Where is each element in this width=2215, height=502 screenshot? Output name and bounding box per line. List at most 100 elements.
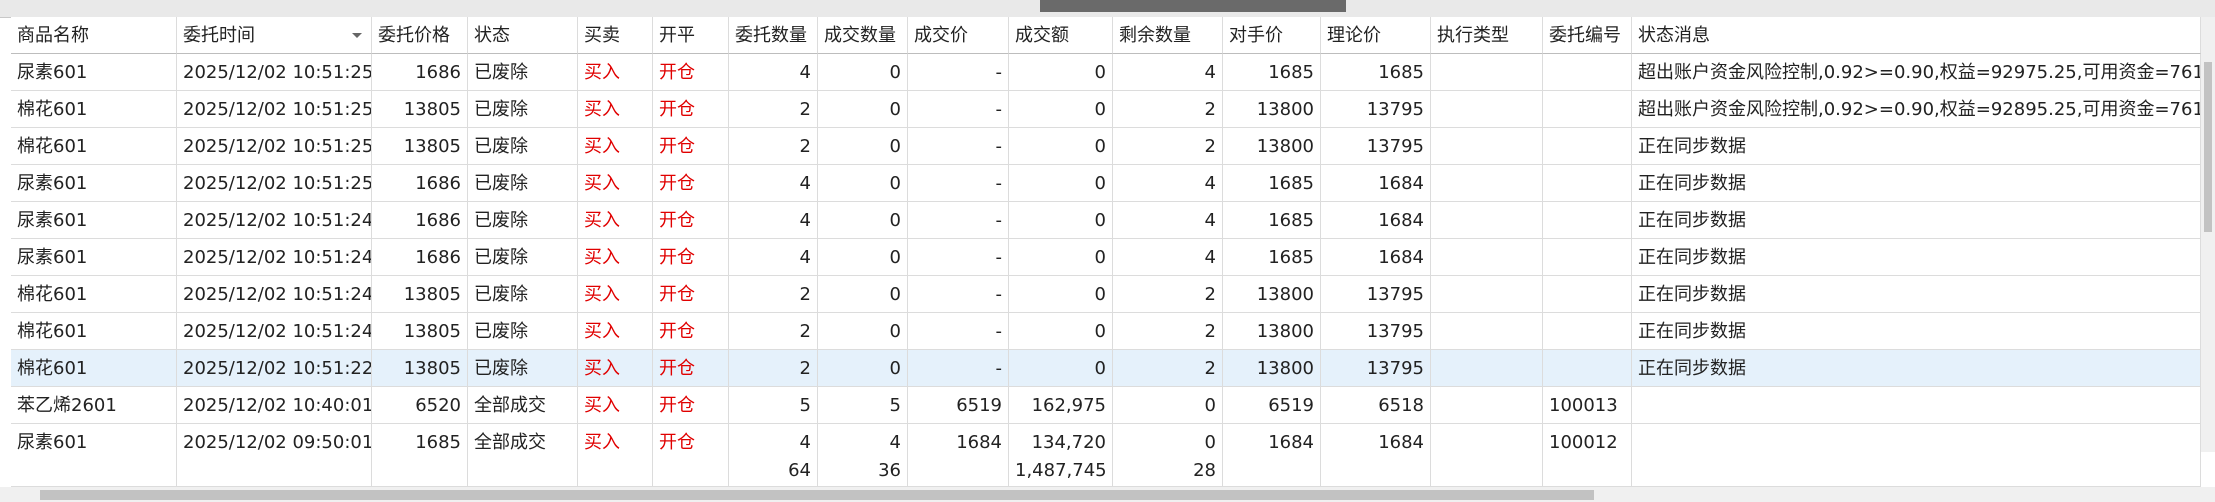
column-header[interactable]: 成交数量 (818, 17, 908, 54)
table-cell[interactable]: - (908, 128, 1009, 165)
table-cell[interactable]: 1684 (1223, 424, 1321, 452)
table-cell[interactable]: 1684 (1321, 202, 1431, 239)
column-header[interactable]: 对手价 (1223, 17, 1321, 54)
table-cell[interactable]: 0 (1009, 239, 1113, 276)
table-cell[interactable]: 已废除 (468, 276, 578, 313)
table-cell[interactable]: 2 (729, 276, 818, 313)
table-cell[interactable]: 尿素601 (11, 424, 177, 452)
column-header[interactable]: 委托价格 (372, 17, 468, 54)
table-cell[interactable]: 2025/12/02 10:51:25 (177, 91, 372, 128)
column-header[interactable]: 委托时间 (177, 17, 372, 54)
table-cell[interactable]: 1684 (1321, 239, 1431, 276)
table-cell[interactable]: 全部成交 (468, 387, 578, 424)
table-cell[interactable]: 0 (818, 313, 908, 350)
table-cell[interactable]: 1686 (372, 54, 468, 91)
table-cell[interactable]: 2025/12/02 10:51:24 (177, 239, 372, 276)
table-cell[interactable]: 已废除 (468, 313, 578, 350)
table-cell[interactable]: - (908, 165, 1009, 202)
table-cell[interactable]: 13805 (372, 128, 468, 165)
table-cell[interactable] (1543, 239, 1632, 276)
table-cell[interactable]: 0 (818, 202, 908, 239)
table-cell[interactable]: 13805 (372, 313, 468, 350)
table-cell[interactable]: 5 (818, 387, 908, 424)
table-cell[interactable]: 1685 (1223, 165, 1321, 202)
table-cell[interactable]: 13800 (1223, 91, 1321, 128)
table-cell[interactable]: 已废除 (468, 239, 578, 276)
table-cell[interactable]: 13805 (372, 350, 468, 387)
table-cell[interactable]: 5 (729, 387, 818, 424)
table-cell[interactable]: 买入 (578, 54, 653, 91)
table-cell[interactable]: 苯乙烯2601 (11, 387, 177, 424)
table-cell[interactable]: 买入 (578, 91, 653, 128)
table-cell[interactable]: - (908, 202, 1009, 239)
scroll-thumb[interactable] (2204, 62, 2212, 232)
table-cell[interactable]: 2 (729, 128, 818, 165)
scroll-thumb[interactable] (40, 490, 1594, 500)
column-header[interactable]: 委托数量 (729, 17, 818, 54)
table-cell[interactable]: 6520 (372, 387, 468, 424)
table-cell[interactable]: 1685 (1321, 54, 1431, 91)
table-cell[interactable] (1632, 387, 2201, 424)
table-cell[interactable]: 尿素601 (11, 239, 177, 276)
table-cell[interactable]: 6519 (1223, 387, 1321, 424)
table-cell[interactable]: 2025/12/02 09:50:01 (177, 424, 372, 452)
table-cell[interactable]: 4 (1113, 165, 1223, 202)
column-header[interactable]: 委托编号 (1543, 17, 1632, 54)
table-cell[interactable]: 13795 (1321, 276, 1431, 313)
table-cell[interactable]: 2025/12/02 10:51:24 (177, 313, 372, 350)
table-cell[interactable]: 4 (729, 239, 818, 276)
table-cell[interactable]: 2025/12/02 10:51:24 (177, 202, 372, 239)
table-cell[interactable]: 0 (818, 54, 908, 91)
table-cell[interactable] (1431, 54, 1543, 91)
table-cell[interactable] (1431, 91, 1543, 128)
table-cell[interactable]: 买入 (578, 239, 653, 276)
table-cell[interactable]: 4 (729, 424, 818, 452)
table-cell[interactable] (1431, 202, 1543, 239)
table-cell[interactable]: 正在同步数据 (1632, 239, 2201, 276)
table-cell[interactable]: 1684 (1321, 424, 1431, 452)
table-cell[interactable]: 1685 (1223, 54, 1321, 91)
table-cell[interactable]: 正在同步数据 (1632, 313, 2201, 350)
table-cell[interactable]: 2025/12/02 10:51:25 (177, 165, 372, 202)
table-cell[interactable]: - (908, 313, 1009, 350)
column-header[interactable]: 成交价 (908, 17, 1009, 54)
table-cell[interactable]: 0 (1009, 313, 1113, 350)
horizontal-scrollbar[interactable] (0, 487, 2215, 502)
table-cell[interactable]: 6518 (1321, 387, 1431, 424)
table-cell[interactable]: 1685 (372, 424, 468, 452)
table-cell[interactable]: 正在同步数据 (1632, 202, 2201, 239)
table-cell[interactable]: 1686 (372, 239, 468, 276)
table-cell[interactable]: 2 (729, 313, 818, 350)
table-cell[interactable]: 尿素601 (11, 54, 177, 91)
table-cell[interactable] (1543, 350, 1632, 387)
table-cell[interactable] (1431, 424, 1543, 452)
table-cell[interactable]: 1686 (372, 202, 468, 239)
table-cell[interactable]: - (908, 91, 1009, 128)
table-cell[interactable]: 13805 (372, 276, 468, 313)
table-cell[interactable]: 已废除 (468, 128, 578, 165)
table-cell[interactable]: 0 (1113, 424, 1223, 452)
table-cell[interactable]: 买入 (578, 165, 653, 202)
table-cell[interactable]: 棉花601 (11, 91, 177, 128)
table-cell[interactable]: 2025/12/02 10:51:22 (177, 350, 372, 387)
table-cell[interactable]: - (908, 54, 1009, 91)
table-cell[interactable]: 162,975 (1009, 387, 1113, 424)
table-cell[interactable]: 1685 (1223, 202, 1321, 239)
table-cell[interactable]: 正在同步数据 (1632, 128, 2201, 165)
table-cell[interactable]: 棉花601 (11, 350, 177, 387)
table-cell[interactable]: 13795 (1321, 350, 1431, 387)
table-cell[interactable]: 0 (818, 91, 908, 128)
table-cell[interactable]: 买入 (578, 202, 653, 239)
table-cell[interactable]: - (908, 350, 1009, 387)
table-cell[interactable] (1543, 202, 1632, 239)
table-cell[interactable]: 开仓 (653, 350, 729, 387)
table-cell[interactable]: 1686 (372, 165, 468, 202)
table-cell[interactable]: 棉花601 (11, 276, 177, 313)
column-header[interactable]: 剩余数量 (1113, 17, 1223, 54)
table-cell[interactable]: 2 (1113, 91, 1223, 128)
table-cell[interactable]: 13800 (1223, 276, 1321, 313)
table-cell[interactable]: - (908, 239, 1009, 276)
table-cell[interactable]: 开仓 (653, 91, 729, 128)
table-cell[interactable]: 4 (729, 202, 818, 239)
table-cell[interactable]: 尿素601 (11, 202, 177, 239)
